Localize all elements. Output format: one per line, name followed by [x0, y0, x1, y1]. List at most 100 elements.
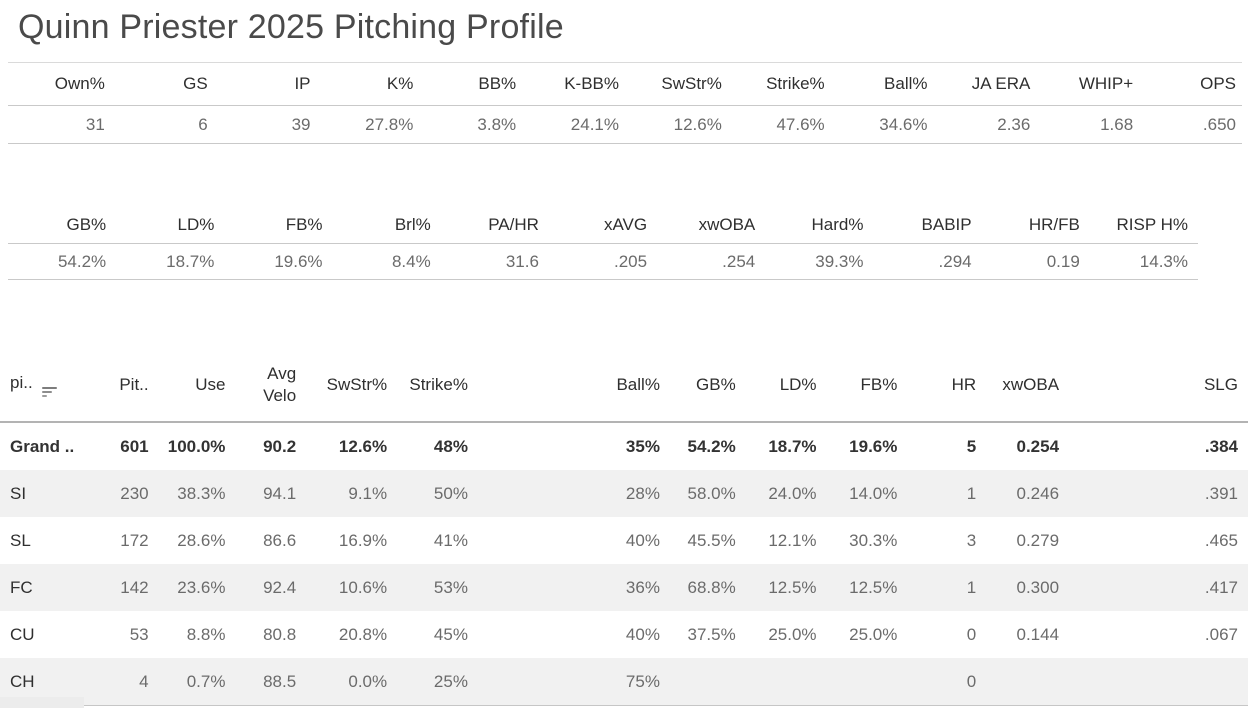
stat-value: 6: [198, 114, 208, 134]
stat-value: 12.6%: [673, 114, 722, 134]
column-header[interactable]: LD%: [779, 374, 817, 394]
column-header: OPS: [1200, 74, 1236, 93]
column-header: Own%: [54, 74, 105, 93]
pitch-label: FC: [10, 577, 33, 597]
stat-value: 47.6%: [776, 114, 825, 134]
cell-value: 0.300: [1016, 577, 1060, 597]
column-header: LD%: [177, 215, 215, 234]
cell-value: 40%: [625, 624, 660, 644]
stat-value: 39: [291, 114, 311, 134]
stat-value: 27.8%: [365, 114, 414, 134]
table-row: Grand .. 601 100.0% 90.2 12.6% 48% 35% 54.2% 18…: [0, 422, 1248, 470]
table-row: SL 172 28.6% 86.6 16.9% 41% 40% 45.5% 12.1% 30.3…: [0, 517, 1248, 564]
column-header[interactable]: SwStr%: [326, 374, 388, 394]
cell-value: 1: [966, 577, 977, 597]
stat-value: .650: [1202, 114, 1236, 134]
cell-value: [986, 658, 1069, 706]
cell-value: .417: [1204, 577, 1238, 597]
cell-value: 230: [120, 483, 149, 503]
cell-value: 172: [120, 530, 149, 550]
column-header[interactable]: FB%: [860, 374, 898, 394]
cell-value: 12.6%: [338, 436, 388, 456]
cell-value: 88.5: [263, 671, 297, 691]
column-header[interactable]: xwOBA: [1002, 374, 1060, 394]
cell-value: 80.8: [263, 624, 297, 644]
stat-value: 2.36: [997, 114, 1031, 134]
column-header[interactable]: Use: [195, 374, 226, 394]
column-header: xwOBA: [698, 215, 756, 234]
cell-value: 3: [966, 530, 977, 550]
column-header: HR/FB: [1028, 215, 1080, 234]
cell-value: 54.2%: [687, 436, 736, 456]
cell-value: 0.0%: [348, 671, 388, 691]
cell-value: [670, 658, 746, 706]
pitch-label: CH: [10, 671, 35, 691]
pitch-table-header-row: pi.. Pit.. Use Avg Velo SwStr% Strike% Ball% G…: [0, 348, 1248, 422]
cell-value: 28.6%: [177, 530, 226, 550]
cell-value: 142: [120, 577, 149, 597]
column-header[interactable]: SLG: [1203, 374, 1238, 394]
cell-value: [827, 658, 908, 706]
column-header[interactable]: Strike%: [409, 374, 468, 394]
cell-value: 601: [120, 436, 149, 456]
cell-value: 40%: [625, 530, 660, 550]
stat-value: 39.3%: [815, 251, 864, 271]
stat-value: 34.6%: [879, 114, 928, 134]
column-header[interactable]: Avg Velo: [263, 364, 297, 405]
stat-value: 18.7%: [166, 251, 215, 271]
stat-value: 1.68: [1100, 114, 1134, 134]
summary-batted-ball-header-row: GB% LD% FB% Brl% PA/HR xAVG xwOBA Hard% BABIP HR/…: [8, 207, 1198, 244]
stat-value: .205: [613, 251, 648, 271]
cell-value: .067: [1204, 624, 1238, 644]
stat-value: 0.19: [1046, 251, 1080, 271]
column-header[interactable]: HR: [951, 374, 977, 394]
column-header[interactable]: GB%: [696, 374, 736, 394]
table-row: SI 230 38.3% 94.1 9.1% 50% 28% 58.0% 24.0% 14.0%…: [0, 470, 1248, 517]
column-header: SwStr%: [661, 74, 722, 93]
cell-value: 20.8%: [338, 624, 388, 644]
column-header: GB%: [66, 215, 107, 234]
cell-value: 45%: [433, 624, 468, 644]
cell-value: 0.279: [1016, 530, 1060, 550]
cell-value: 19.6%: [849, 436, 898, 456]
stat-value: 31: [85, 114, 105, 134]
cell-value: 0.246: [1016, 483, 1060, 503]
cell-value: 0: [966, 624, 977, 644]
column-header: K-BB%: [564, 74, 619, 93]
cell-value: 12.5%: [768, 577, 817, 597]
row-header-label: pi..: [10, 373, 33, 392]
cell-value: 90.2: [263, 436, 297, 456]
column-header: Brl%: [394, 215, 431, 234]
column-header[interactable]: Pit..: [119, 374, 149, 394]
cell-value: [746, 658, 827, 706]
cell-value: 53%: [433, 577, 468, 597]
column-header: JA ERA: [971, 74, 1031, 93]
cell-value: 68.8%: [687, 577, 736, 597]
cell-value: 37.5%: [687, 624, 736, 644]
cell-value: 1: [966, 483, 977, 503]
column-header: BB%: [478, 74, 517, 93]
cell-value: 16.9%: [338, 530, 388, 550]
cell-value: 58.0%: [687, 483, 736, 503]
column-header: Strike%: [766, 74, 825, 93]
column-header: BABIP: [921, 215, 972, 234]
stat-value: 8.4%: [391, 251, 431, 271]
table-row: FC 142 23.6% 92.4 10.6% 53% 36% 68.8% 12.5% 12.5…: [0, 564, 1248, 611]
column-header[interactable]: Ball%: [616, 374, 660, 394]
summary-table-batted-ball: GB% LD% FB% Brl% PA/HR xAVG xwOBA Hard% BABIP HR/…: [8, 207, 1198, 280]
cell-value: 12.1%: [768, 530, 817, 550]
cell-value: .391: [1204, 483, 1238, 503]
table-row: CU 53 8.8% 80.8 20.8% 45% 40% 37.5% 25.0% 25.0% 0…: [0, 611, 1248, 658]
sort-descending-icon[interactable]: [41, 387, 57, 397]
cell-value: .384: [1204, 436, 1238, 456]
stat-value: 24.1%: [570, 114, 619, 134]
row-header-pitch-type[interactable]: pi..: [0, 348, 101, 422]
pitch-label: SI: [10, 483, 27, 503]
column-header: RISP H%: [1116, 215, 1188, 234]
cell-value: [1069, 658, 1248, 706]
cell-value: 48%: [433, 436, 468, 456]
table-row: CH 4 0.7% 88.5 0.0% 25% 75% 0: [0, 658, 1248, 706]
cell-value: 35%: [625, 436, 660, 456]
stat-value: 19.6%: [274, 251, 323, 271]
summary-primary-header-row: Own% GS IP K% BB% K-BB% SwStr% Strike% Ball% JA E…: [8, 62, 1242, 106]
